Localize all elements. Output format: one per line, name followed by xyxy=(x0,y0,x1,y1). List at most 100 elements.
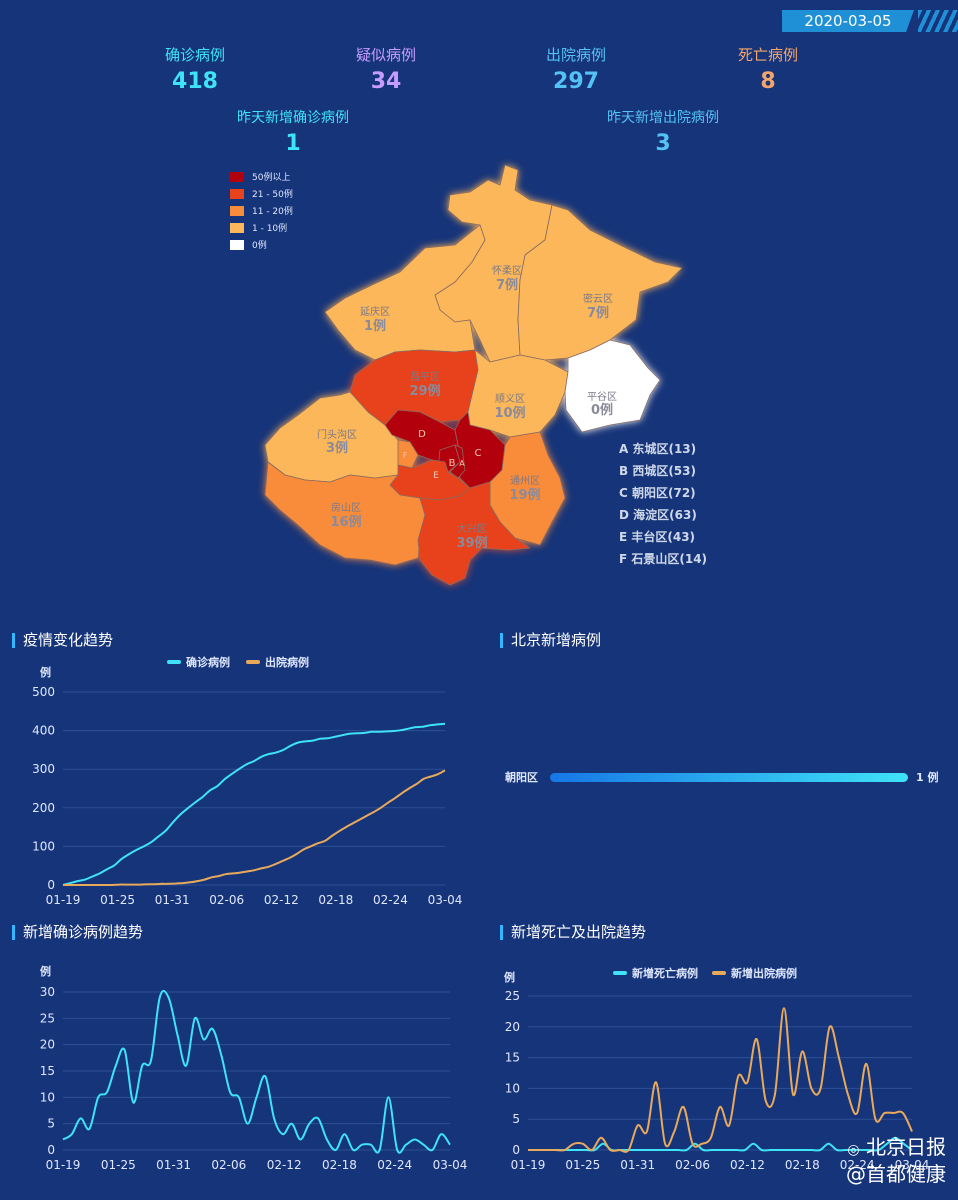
y-tick-label: 15 xyxy=(505,1051,520,1065)
x-tick-label: 03-04 xyxy=(895,1158,930,1172)
x-tick-label: 02-06 xyxy=(675,1158,710,1172)
y-tick-label: 25 xyxy=(40,1011,55,1025)
district-label: 怀柔区 xyxy=(492,265,522,277)
legend-label: 1 - 10例 xyxy=(252,224,288,234)
chart-cumulative: 确诊病例 出院病例 例 0 100 200 300 400 500 01-19 01-25 01… xyxy=(32,655,463,907)
stat-label: 疑似病例 xyxy=(355,46,416,64)
legend-item: 50例以上 xyxy=(230,168,293,185)
stat-value: 297 xyxy=(553,69,599,94)
chart-new-confirmed: 例 0 5 10 15 20 25 30 01-19 01-25 01-31 02-06 02-12 0… xyxy=(40,964,468,1172)
stat-value: 418 xyxy=(172,69,218,94)
district-value: 7例 xyxy=(496,277,518,293)
district-tongzhou xyxy=(489,431,566,546)
stat-label: 昨天新增确诊病例 xyxy=(237,110,349,126)
x-tick-label: 02-12 xyxy=(730,1158,765,1172)
district-list-item: D 海淀区(63) xyxy=(619,508,697,522)
district-value: 39例 xyxy=(456,535,487,551)
district-value: 10例 xyxy=(494,405,525,421)
chart1-legend: 确诊病例 出院病例 xyxy=(167,655,309,669)
legend-line-deaths xyxy=(613,971,627,975)
legend-text: 出院病例 xyxy=(265,655,309,669)
date-text: 2020-03-05 xyxy=(804,12,892,30)
y-unit: 例 xyxy=(40,964,51,978)
legend-item: 11 - 20例 xyxy=(230,202,293,219)
stat-value: 1 xyxy=(285,131,301,156)
district-label: 房山区 xyxy=(331,501,361,514)
district-list-item: B 西城区(53) xyxy=(619,464,696,478)
stat-label: 昨天新增出院病例 xyxy=(607,110,719,126)
district-value: 7例 xyxy=(587,305,609,321)
section-title-new-bj: 北京新增病例 xyxy=(500,633,601,648)
y-tick-label: 200 xyxy=(32,801,55,815)
watermark-text-2: @首都健康 xyxy=(846,1162,946,1186)
stat-label: 死亡病例 xyxy=(737,46,798,64)
stat-value: 3 xyxy=(655,131,671,156)
legend-text: 确诊病例 xyxy=(186,655,230,669)
stat-confirmed: 确诊病例 418 xyxy=(115,44,275,94)
series-line-2 xyxy=(527,1007,913,1153)
y-tick-label: 5 xyxy=(512,1112,520,1126)
legend-item: 21 - 50例 xyxy=(230,185,293,202)
legend-line-new-discharged xyxy=(712,971,726,975)
chart4-legend: 新增死亡病例 新增出院病例 xyxy=(613,966,797,980)
district-list-item: F 石景山区(14) xyxy=(619,552,708,566)
watermark-text-1: 北京日报 xyxy=(866,1135,946,1159)
x-tick-label: 02-12 xyxy=(264,893,299,907)
district-value: 3例 xyxy=(326,440,348,456)
x-tick-label: 01-25 xyxy=(565,1158,600,1172)
district-value: 19例 xyxy=(509,487,540,503)
bar-chaoyang xyxy=(550,773,908,782)
district-value: 0例 xyxy=(591,402,613,418)
y-unit: 例 xyxy=(40,665,51,679)
district-label: 门头沟区 xyxy=(317,428,357,441)
x-tick-label: 02-18 xyxy=(322,1158,357,1172)
x-tick-label: 02-12 xyxy=(267,1158,302,1172)
y-tick-label: 15 xyxy=(40,1064,55,1078)
beijing-map: 怀柔区 7例 密云区 7例 延庆区 1例 昌平区 29例 顺义区 10例 平谷区… xyxy=(264,164,683,586)
y-unit: 例 xyxy=(504,970,515,984)
y-tick-label: 300 xyxy=(32,762,55,776)
date-decoration xyxy=(918,10,958,32)
district-value: 29例 xyxy=(409,383,440,399)
legend-swatch xyxy=(230,239,244,250)
legend-swatch xyxy=(230,188,244,199)
y-tick-label: 25 xyxy=(505,989,520,1003)
district-label: 延庆区 xyxy=(360,305,390,318)
district-shijingshan xyxy=(397,439,419,469)
legend-line-confirmed xyxy=(167,660,181,664)
stat-suspected: 疑似病例 34 xyxy=(306,44,466,94)
stat-deaths: 死亡病例 8 xyxy=(688,44,848,94)
y-tick-label: 20 xyxy=(40,1038,55,1052)
section-title-new-confirmed: 新增确诊病例趋势 xyxy=(12,925,143,940)
district-label: 顺义区 xyxy=(495,393,525,405)
x-tick-label: 02-24 xyxy=(377,1158,412,1172)
series-line-2 xyxy=(63,769,446,887)
district-label: 昌平区 xyxy=(410,371,440,383)
legend-swatch xyxy=(230,205,244,216)
marker-c: C xyxy=(475,448,482,459)
marker-a: A xyxy=(459,459,465,468)
y-tick-label: 400 xyxy=(32,724,55,738)
x-tick-label: 01-19 xyxy=(46,1158,81,1172)
legend-item: 1 - 10例 xyxy=(230,219,293,236)
y-tick-label: 500 xyxy=(32,685,55,699)
legend-swatch xyxy=(230,222,244,233)
stat-value: 34 xyxy=(370,69,402,94)
bar-value-label: 1 例 xyxy=(916,770,938,784)
marker-d: D xyxy=(418,429,426,440)
chart-death-discharge: 新增死亡病例 新增出院病例 例 0 5 10 15 20 25 01-19 01-25 01-3… xyxy=(504,966,930,1172)
stat-new-discharged: 昨天新增出院病例 3 xyxy=(568,107,758,156)
legend-line-discharged xyxy=(246,660,260,664)
x-tick-label: 03-04 xyxy=(428,893,463,907)
y-tick-label: 0 xyxy=(47,878,55,892)
legend-swatch xyxy=(230,171,244,182)
district-label: 大兴区 xyxy=(457,522,487,535)
section-title-trend: 疫情变化趋势 xyxy=(12,633,113,648)
weibo-icon: ◎ xyxy=(847,1142,860,1158)
legend-label: 0例 xyxy=(252,241,267,251)
y-tick-label: 20 xyxy=(505,1020,520,1034)
district-label: 密云区 xyxy=(583,292,613,305)
date-tag: 2020-03-05 xyxy=(782,10,914,32)
district-label: 通州区 xyxy=(510,475,540,487)
legend-text: 新增死亡病例 xyxy=(632,966,698,980)
